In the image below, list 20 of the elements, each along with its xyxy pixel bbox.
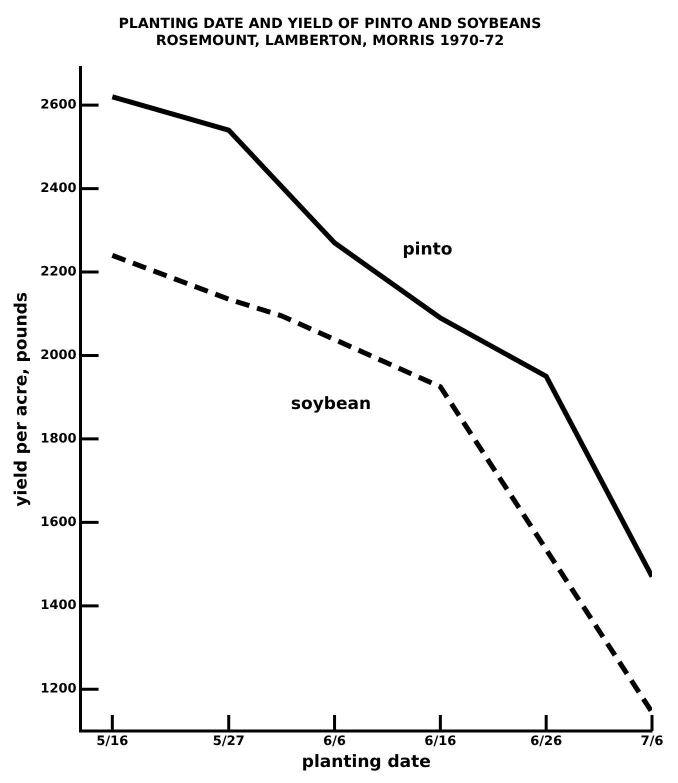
text: soybean [290, 394, 372, 414]
y-tick-label: 1600 [40, 514, 77, 530]
y-tick-label: 2600 [40, 98, 77, 113]
y-tick-label: 1200 [40, 682, 77, 697]
y-tick-label: 1400 [40, 598, 77, 614]
y-tick-label: 1800 [40, 431, 77, 446]
x-tick-label: 5/16 [96, 734, 128, 750]
x-tick-label: 5/27 [212, 734, 245, 750]
chart-title: PLANTING DATE AND YIELD OF PINTO AND SOYBEANS [118, 16, 542, 32]
y-tick-label: 2400 [40, 180, 77, 196]
x-tick-label: 6/16 [424, 734, 456, 750]
series-label: pinto [402, 239, 452, 260]
y-tick-label: 2000 [40, 348, 77, 363]
x-tick-label: 6/6 [323, 734, 346, 750]
x-axis-title: planting date [302, 752, 431, 772]
chart-subtitle: ROSEMOUNT, LAMBERTON, MORRIS 1970-72 [156, 32, 504, 49]
x-tick-label: 7/6 [640, 734, 664, 750]
y-axis-title: yield per acre, pounds [12, 292, 32, 507]
y-tick-label: 2200 [40, 264, 77, 280]
x-tick-label: 6/26 [530, 734, 562, 750]
